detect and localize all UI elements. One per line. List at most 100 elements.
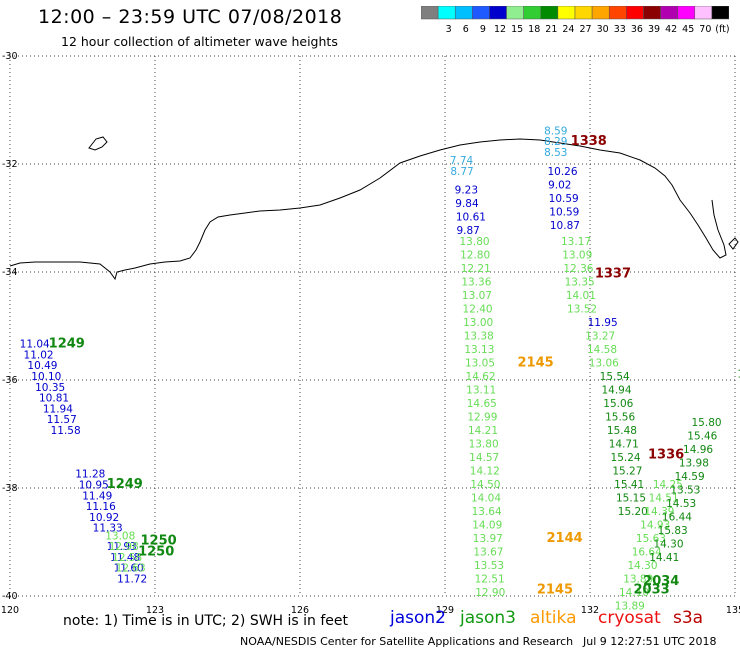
wave-height-value: 11.28 — [75, 469, 105, 481]
wave-height-value: 11.72 — [117, 574, 147, 586]
wave-height-value: 13.06 — [589, 358, 619, 370]
wave-height-value: 14.57 — [469, 452, 499, 464]
pass-label: 2145 — [537, 582, 573, 597]
wave-height-value: 13.00 — [463, 317, 493, 329]
wave-height-value: 10.87 — [550, 220, 580, 232]
wave-height-value: 14.94 — [601, 385, 631, 397]
wave-height-value: 14.62 — [466, 371, 496, 383]
wave-height-value: 13.53 — [670, 484, 700, 496]
wave-height-value: 13.53 — [474, 560, 504, 572]
legend-label: 42 — [665, 24, 677, 35]
wave-height-value: 16.44 — [662, 511, 692, 523]
wave-height-value: 15.7 — [737, 368, 740, 380]
wave-height-value: 11.04 — [20, 339, 50, 351]
axis-tick-labels: 120 123 126 129 132 135 -30 -32 -34 -36 -38 -40 — [1, 51, 740, 616]
wave-height-value: 12.80 — [460, 250, 490, 262]
wave-height-value: 13.35 — [565, 277, 595, 289]
wave-height-value: 15.48 — [607, 425, 637, 437]
wave-height-value: 14.50 — [470, 479, 500, 491]
legend-label: 45 — [682, 24, 694, 35]
wave-height-value: 14.25 — [653, 479, 683, 491]
pass-label: 1250 — [138, 545, 174, 560]
wave-height-value: 13.11 — [466, 385, 496, 397]
legend-label: (ft) — [715, 24, 729, 35]
wave-height-value: 15.20 — [618, 506, 648, 518]
satellite-label-s3a: s3a — [673, 608, 704, 628]
wave-height-value: 11.58 — [51, 425, 81, 437]
x-tick-label: 123 — [146, 605, 164, 616]
x-tick-label: 135 — [726, 605, 740, 616]
x-tick-label: 120 — [1, 605, 19, 616]
wave-height-value: 11.02 — [24, 349, 54, 361]
wave-height-value: 10.35 — [35, 382, 65, 394]
wave-height-value: 15.15 — [616, 493, 646, 505]
wave-height-value: 15.56 — [605, 412, 635, 424]
wave-height-value: 10.59 — [549, 206, 579, 218]
wave-height-value: 7.74 — [450, 155, 474, 167]
y-tick-label: -40 — [2, 591, 18, 602]
x-tick-label: 129 — [436, 605, 454, 616]
x-tick-label: 126 — [291, 605, 309, 616]
wave-height-value: 13.17 — [561, 236, 591, 248]
pass-label: 1338 — [571, 134, 607, 149]
wave-height-value: 14.41 — [649, 552, 679, 564]
wave-height-value: 14.51 — [649, 493, 679, 505]
wave-height-value: 11.48 — [110, 552, 140, 564]
map-grid — [9, 55, 736, 597]
wave-height-value: 14.53 — [666, 498, 696, 510]
wave-height-value: 11.94 — [43, 403, 73, 415]
wave-height-value: 10.81 — [39, 393, 69, 405]
wave-height-value: 15.80 — [692, 417, 722, 429]
wave-height-value: 15.83 — [658, 525, 688, 537]
satellite-label-jason2: jason2 — [390, 608, 446, 628]
wave-height-value: 12.99 — [467, 412, 497, 424]
legend-label: 33 — [614, 24, 626, 35]
wave-height-value: 10.61 — [456, 212, 486, 224]
pass-label: 2144 — [547, 531, 583, 546]
island-outline — [88, 136, 108, 151]
wave-height-value: 15.24 — [611, 452, 641, 464]
wave-height-value: 10.95 — [79, 480, 109, 492]
pass-label: 2145 — [518, 356, 554, 371]
wave-height-value: 13.89 — [615, 601, 645, 613]
wave-height-value: 14.58 — [587, 344, 617, 356]
legend-label: 30 — [597, 24, 609, 35]
y-tick-label: -38 — [2, 483, 18, 494]
wave-height-value: 8.59 — [544, 125, 567, 137]
legend-label: 3 — [446, 24, 452, 35]
wave-height-value: 13.27 — [585, 331, 615, 343]
wave-height-value: 10.59 — [549, 193, 579, 205]
wave-height-value: 14.09 — [472, 520, 502, 532]
wave-height-value: 13.09 — [562, 250, 592, 262]
wave-height-value: 13.36 — [461, 277, 491, 289]
pass-label: 1337 — [595, 266, 631, 281]
wave-height-value: 13.13 — [464, 344, 494, 356]
pass-label: 2034 — [643, 574, 679, 589]
wave-height-value: 15.27 — [612, 466, 642, 478]
wave-height-value: 15.06 — [603, 398, 633, 410]
wave-height-value: 14.71 — [609, 439, 639, 451]
wave-height-value: 12.21 — [461, 263, 491, 275]
wave-height-value: 15.46 — [687, 430, 717, 442]
wave-height-value: 11.60 — [114, 563, 144, 575]
wave-height-value: 14.96 — [683, 444, 713, 456]
wave-height-value: 13.89 — [623, 574, 653, 586]
wave-height-value: 13.80 — [460, 236, 490, 248]
wave-height-value: 13.98 — [679, 457, 709, 469]
wave-height-value: 14.04 — [471, 493, 501, 505]
legend-label: 9 — [480, 24, 486, 35]
wave-height-value: 13.38 — [464, 331, 494, 343]
legend-label: 18 — [528, 24, 540, 35]
wave-height-value: 13.08 — [105, 530, 135, 542]
wave-height-value: 15.54 — [600, 371, 630, 383]
legend-label: 27 — [580, 24, 592, 35]
wave-height-value: 10.49 — [27, 360, 57, 372]
wave-height-value: 14.10 — [619, 587, 649, 599]
wave-height-value: 12.40 — [463, 304, 493, 316]
wave-height-value: 13.67 — [473, 547, 503, 559]
legend-label: 70 — [699, 24, 711, 35]
wave-height-value: 10.26 — [547, 166, 577, 178]
satellite-label-altika: altika — [530, 608, 577, 628]
wave-height-value: 9.02 — [548, 179, 571, 191]
